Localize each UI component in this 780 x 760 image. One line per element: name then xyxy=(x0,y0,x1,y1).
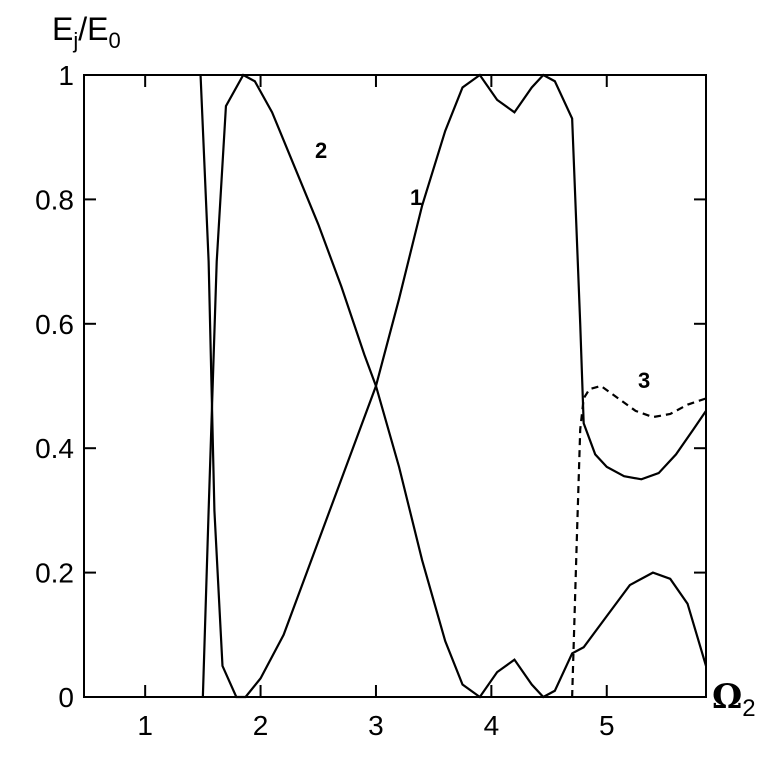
y-tick-label: 0 xyxy=(58,682,74,713)
x-tick-label: 1 xyxy=(137,710,153,741)
x-axis-label: Ω2 xyxy=(712,677,756,722)
series-line xyxy=(199,73,707,699)
y-tick-label: 0.8 xyxy=(35,184,74,215)
series-line xyxy=(571,384,707,698)
x-label-sub: 2 xyxy=(742,695,755,722)
x-tick-label: 3 xyxy=(368,710,384,741)
plot-frame xyxy=(83,74,707,698)
x-tick-label: 5 xyxy=(599,710,615,741)
y-label-mid: /E xyxy=(78,11,108,47)
y-tick-label: 0.2 xyxy=(35,558,74,589)
series-label: 1 xyxy=(410,185,422,210)
y-tick-label: 0.6 xyxy=(35,309,74,340)
series-line xyxy=(201,73,708,699)
y-label-sub2: 0 xyxy=(108,28,120,53)
series-label: 3 xyxy=(638,368,650,393)
y-axis-label: Ej/E0 xyxy=(52,11,121,53)
y-tick-label: 0.4 xyxy=(35,433,74,464)
x-label-base: Ω xyxy=(712,677,742,717)
y-label-base: E xyxy=(52,11,73,47)
x-tick-label: 4 xyxy=(484,710,500,741)
y-label-sub: j xyxy=(72,28,78,53)
series-label: 2 xyxy=(315,138,327,163)
x-tick-label: 2 xyxy=(253,710,269,741)
y-tick-label: 1 xyxy=(58,60,74,91)
